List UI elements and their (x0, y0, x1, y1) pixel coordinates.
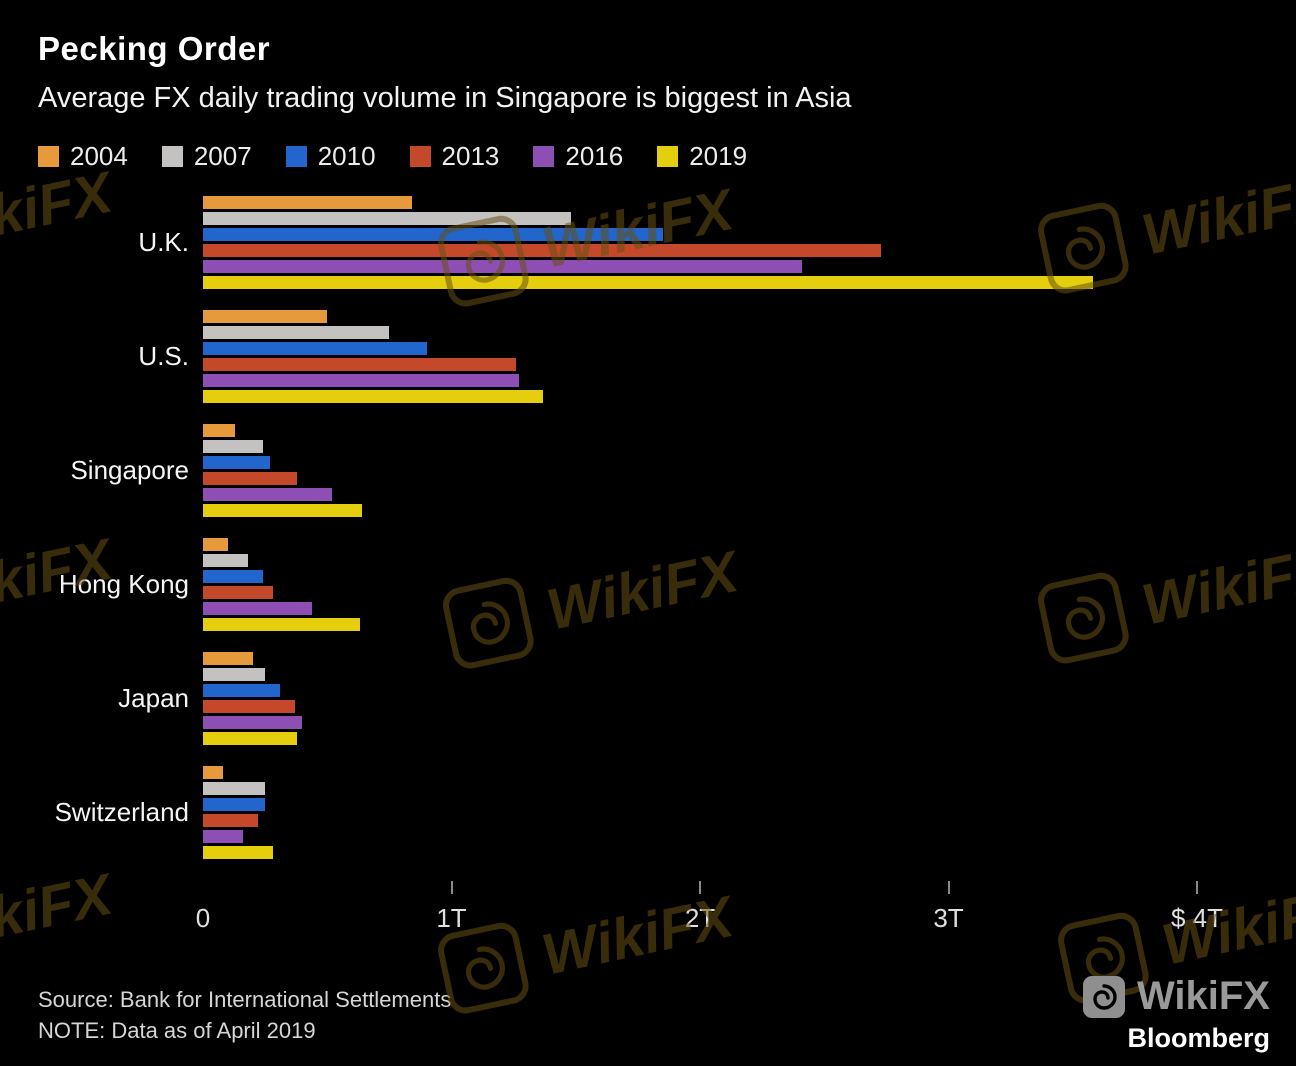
bar-hongkong-2016 (203, 602, 312, 615)
bar-japan-2013 (203, 700, 295, 713)
bar-japan-2016 (203, 716, 302, 729)
bar-us-2010 (203, 342, 427, 355)
bar-hongkong-2019 (203, 618, 360, 631)
bar-group-us: U.S. (0, 310, 1296, 403)
bar-stack (203, 196, 1296, 289)
bar-switzerland-2016 (203, 830, 243, 843)
bar-chart: U.K. U.S. Singapore Hong Kong Japan Switzerla… (0, 196, 1296, 937)
bar-switzerland-2013 (203, 814, 258, 827)
legend-label: 2016 (565, 141, 624, 171)
bar-singapore-2013 (203, 472, 297, 485)
bar-switzerland-2010 (203, 798, 265, 811)
category-label: U.K. (138, 227, 189, 257)
bar-hongkong-2010 (203, 570, 263, 583)
legend-item-2013: 2013 (409, 141, 500, 172)
bar-singapore-2007 (203, 440, 263, 453)
chart-rows: U.K. U.S. Singapore Hong Kong Japan Switzerla… (0, 196, 1296, 859)
legend-swatch-icon (533, 146, 555, 167)
legend-item-2010: 2010 (285, 141, 376, 172)
axis-tick-mark (1196, 881, 1198, 894)
axis-tick-label: $ 4T (1170, 903, 1224, 933)
chart-legend: 2004 2007 2010 2013 2016 2019 (38, 141, 1296, 172)
bar-group-hongkong: Hong Kong (0, 538, 1296, 631)
legend-label: 2007 (193, 141, 252, 171)
bar-us-2019 (203, 390, 543, 403)
bar-stack (203, 424, 1296, 517)
bar-stack (203, 766, 1296, 859)
bar-stack (203, 310, 1296, 403)
bar-singapore-2010 (203, 456, 270, 469)
axis-tick-mark (699, 881, 701, 894)
bar-group-japan: Japan (0, 652, 1296, 745)
bar-hongkong-2007 (203, 554, 248, 567)
category-label: Switzerland (54, 797, 189, 827)
source-text: Source: Bank for International Settlemen… (38, 987, 452, 1012)
legend-label: 2019 (689, 141, 748, 171)
x-axis: 0 1T 2T 3T $ 4T (196, 881, 1296, 937)
category-label: U.S. (138, 341, 189, 371)
bar-uk-2013 (203, 244, 881, 257)
source-block: Source: Bank for International Settlemen… (38, 984, 451, 1046)
bar-hongkong-2013 (203, 586, 273, 599)
legend-label: 2010 (317, 141, 376, 171)
wikifx-brand: WikiFX (1083, 974, 1270, 1019)
bar-japan-2010 (203, 684, 280, 697)
bar-japan-2007 (203, 668, 265, 681)
bar-group-singapore: Singapore (0, 424, 1296, 517)
category-label: Singapore (70, 455, 189, 485)
axis-tick-label: 3T (933, 903, 964, 933)
axis-tick-mark (947, 881, 950, 894)
legend-swatch-icon (161, 146, 183, 167)
legend-item-2007: 2007 (161, 141, 252, 172)
axis-tick-mark (450, 881, 453, 894)
bar-stack (203, 538, 1296, 631)
bar-switzerland-2007 (203, 782, 265, 795)
page-subtitle: Average FX daily trading volume in Singa… (38, 82, 852, 114)
bar-japan-2004 (203, 652, 253, 665)
legend-swatch-icon (285, 146, 307, 167)
chart-header: Pecking Order Average FX daily trading v… (0, 0, 1296, 115)
legend-item-2016: 2016 (533, 141, 623, 172)
wikifx-logo-icon (1083, 975, 1125, 1018)
bar-uk-2010 (203, 228, 663, 241)
bar-switzerland-2019 (203, 846, 273, 859)
note-text: NOTE: Data as of April 2019 (38, 1018, 316, 1043)
bar-uk-2004 (203, 196, 412, 209)
legend-swatch-icon (409, 146, 431, 167)
category-label: Hong Kong (58, 569, 189, 599)
bar-group-uk: U.K. (0, 196, 1296, 289)
axis-tick-label: 0 (195, 903, 211, 933)
bar-us-2013 (203, 358, 516, 371)
axis-tick-label: 2T (684, 903, 716, 933)
category-label: Japan (118, 683, 189, 713)
bar-hongkong-2004 (203, 538, 228, 551)
legend-label: 2013 (441, 141, 500, 171)
legend-swatch-icon (657, 146, 679, 167)
bar-us-2016 (203, 374, 519, 387)
bar-uk-2019 (203, 276, 1093, 289)
bar-stack (203, 652, 1296, 745)
bar-us-2007 (203, 326, 389, 339)
bar-group-switzerland: Switzerland (0, 766, 1296, 859)
bloomberg-brand-label: Bloomberg (1127, 1023, 1270, 1053)
bar-singapore-2019 (203, 504, 362, 517)
brand-block: WikiFX Bloomberg (1083, 974, 1270, 1054)
page-title: Pecking Order (38, 30, 271, 67)
bar-singapore-2016 (203, 488, 332, 501)
legend-swatch-icon (38, 146, 59, 167)
bar-uk-2016 (203, 260, 802, 273)
legend-label: 2004 (70, 141, 128, 171)
axis-tick-label: 1T (436, 903, 467, 933)
bar-singapore-2004 (203, 424, 235, 437)
wikifx-brand-label: WikiFX (1137, 974, 1270, 1018)
legend-item-2019: 2019 (657, 141, 747, 172)
bar-uk-2007 (203, 212, 571, 225)
bar-us-2004 (203, 310, 327, 323)
bar-japan-2019 (203, 732, 297, 745)
bar-switzerland-2004 (203, 766, 223, 779)
legend-item-2004: 2004 (38, 141, 128, 172)
